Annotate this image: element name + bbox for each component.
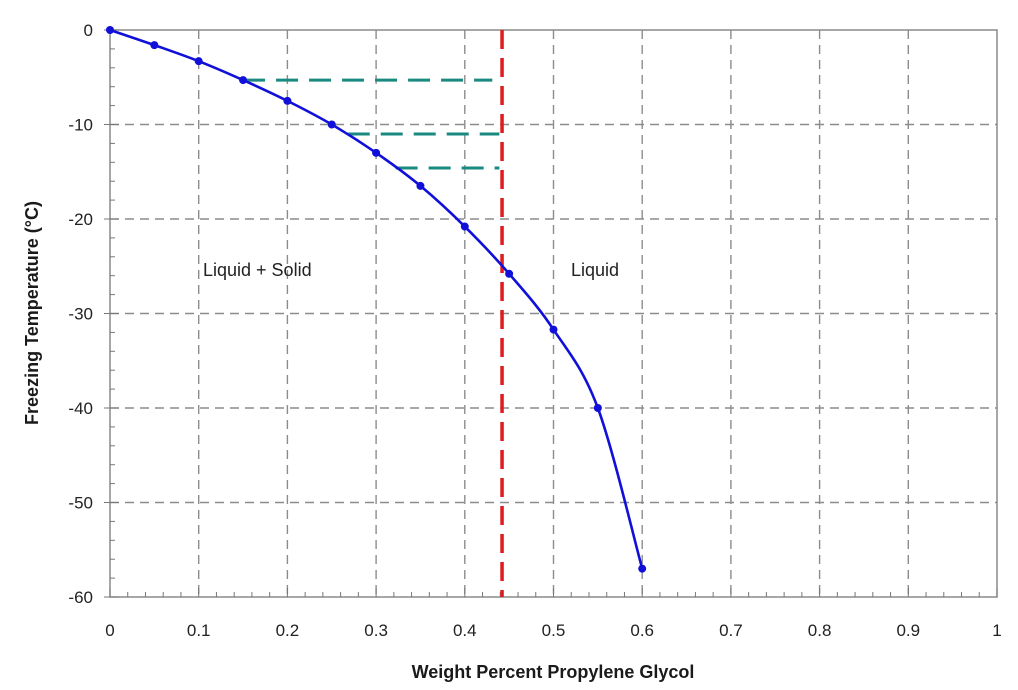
x-tick-label: 0 [105,621,114,640]
x-tick-label: 0.9 [896,621,920,640]
y-tick-label: -20 [68,210,93,229]
x-tick-label: 0.6 [630,621,654,640]
x-axis-title: Weight Percent Propylene Glycol [412,662,695,682]
x-tick-label: 0.2 [276,621,300,640]
y-tick-label: -40 [68,399,93,418]
y-tick-label: 0 [84,21,93,40]
data-point-marker [106,26,114,34]
data-point-marker [150,41,159,50]
region-label-liquid-solid: Liquid + Solid [203,260,312,280]
y-tick-label: -10 [68,116,93,135]
reference-lines [243,30,504,597]
data-point-marker [460,222,469,231]
data-point-marker [372,148,381,157]
data-point-marker [239,76,248,85]
x-tick-label: 1 [992,621,1001,640]
x-tick-label: 0.1 [187,621,211,640]
x-axis-tick-labels: 0 0.1 0.2 0.3 0.4 0.5 0.6 0.7 0.8 0.9 1 [105,621,1001,640]
grid [110,30,997,597]
data-series [106,26,647,573]
y-tick-label: -30 [68,305,93,324]
x-tick-label: 0.5 [542,621,566,640]
x-tick-label: 0.3 [364,621,388,640]
y-tick-label: -60 [68,588,93,607]
y-tick-label: -50 [68,494,93,513]
region-label-liquid: Liquid [571,260,619,280]
data-point-marker [283,96,292,105]
x-tick-label: 0.4 [453,621,477,640]
data-point-marker [638,564,647,573]
x-tick-label: 0.8 [808,621,832,640]
data-point-marker [593,404,602,412]
y-axis-tick-labels: 0 -10 -20 -30 -40 -50 -60 [68,21,93,607]
data-point-marker [327,120,336,129]
minor-ticks [104,29,998,598]
x-tick-label: 0.7 [719,621,743,640]
data-point-marker [416,181,425,190]
y-axis-title: Freezing Temperature (°C) [22,201,42,425]
data-point-marker [505,269,514,278]
data-point-marker [194,57,203,66]
data-point-marker [549,325,558,334]
